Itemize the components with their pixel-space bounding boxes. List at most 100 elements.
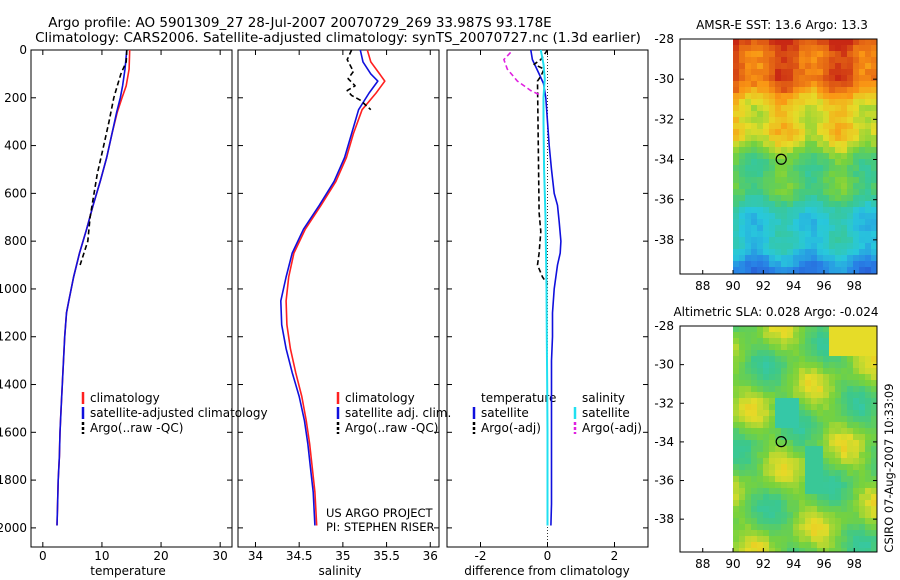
heatmap-cell bbox=[781, 153, 788, 160]
heatmap-cell bbox=[811, 422, 818, 429]
heatmap-cell bbox=[847, 39, 854, 46]
heatmap-cell bbox=[733, 434, 740, 441]
heatmap-cell bbox=[847, 69, 854, 76]
heatmap-cell bbox=[829, 39, 836, 46]
heatmap-cell bbox=[793, 225, 800, 232]
heatmap-cell bbox=[835, 440, 842, 447]
heatmap-cell bbox=[829, 171, 836, 178]
heatmap-cell bbox=[751, 344, 758, 351]
heatmap-cell bbox=[793, 147, 800, 154]
y-tick-label: 600 bbox=[4, 186, 27, 200]
heatmap-cell bbox=[757, 45, 764, 52]
heatmap-cell bbox=[805, 536, 812, 543]
heatmap-cell bbox=[859, 225, 866, 232]
heatmap-cell bbox=[859, 39, 866, 46]
heatmap-cell bbox=[853, 207, 860, 214]
heatmap-cell bbox=[733, 195, 740, 202]
heatmap-cell bbox=[829, 93, 836, 100]
heatmap-cell bbox=[763, 332, 770, 339]
heatmap-cell bbox=[787, 380, 794, 387]
heatmap-cell bbox=[763, 225, 770, 232]
heatmap-cell bbox=[847, 87, 854, 94]
heatmap-cell bbox=[781, 470, 788, 477]
heatmap-cell bbox=[817, 356, 824, 363]
heatmap-cell bbox=[745, 51, 752, 58]
heatmap-cell bbox=[733, 326, 740, 333]
heatmap-cell bbox=[799, 428, 806, 435]
heatmap-cell bbox=[871, 195, 878, 202]
heatmap-cell bbox=[859, 87, 866, 94]
heatmap-cell bbox=[739, 398, 746, 405]
heatmap-cell bbox=[841, 255, 848, 262]
heatmap-cell bbox=[853, 518, 860, 525]
map-y-tick-label: -38 bbox=[654, 512, 674, 526]
heatmap-cell bbox=[757, 219, 764, 226]
heatmap-cell bbox=[781, 338, 788, 345]
heatmap-cell bbox=[733, 87, 740, 94]
heatmap-cell bbox=[853, 177, 860, 184]
heatmap-cell bbox=[823, 75, 830, 82]
heatmap-cell bbox=[817, 153, 824, 160]
heatmap-cell bbox=[745, 332, 752, 339]
heatmap-cell bbox=[745, 530, 752, 537]
heatmap-cell bbox=[757, 350, 764, 357]
heatmap-cell bbox=[853, 45, 860, 52]
heatmap-cell bbox=[871, 368, 878, 375]
heatmap-cell bbox=[757, 440, 764, 447]
heatmap-cell bbox=[805, 350, 812, 357]
heatmap-cell bbox=[799, 237, 806, 244]
heatmap-cell bbox=[781, 392, 788, 399]
heatmap-cell bbox=[787, 159, 794, 166]
heatmap-cell bbox=[811, 117, 818, 124]
series-line-argo-raw-qc- bbox=[346, 49, 372, 111]
heatmap-cell bbox=[739, 386, 746, 393]
heatmap-cell bbox=[775, 69, 782, 76]
heatmap-cell bbox=[811, 165, 818, 172]
heatmap-cell bbox=[859, 500, 866, 507]
heatmap-cell bbox=[847, 177, 854, 184]
heatmap-cell bbox=[829, 536, 836, 543]
heatmap-cell bbox=[835, 350, 842, 357]
heatmap-cell bbox=[853, 195, 860, 202]
heatmap-cell bbox=[769, 428, 776, 435]
heatmap-cell bbox=[769, 237, 776, 244]
heatmap-cell bbox=[835, 45, 842, 52]
heatmap-cell bbox=[817, 470, 824, 477]
heatmap-cell bbox=[793, 482, 800, 489]
heatmap-cell bbox=[835, 189, 842, 196]
heatmap-cell bbox=[829, 267, 836, 274]
heatmap-cell bbox=[823, 105, 830, 112]
heatmap-cell bbox=[763, 434, 770, 441]
heatmap-cell bbox=[781, 63, 788, 70]
heatmap-cell bbox=[817, 374, 824, 381]
heatmap-cell bbox=[841, 105, 848, 112]
heatmap-cell bbox=[769, 458, 776, 465]
heatmap-cell bbox=[781, 201, 788, 208]
salinity-legend: climatology satellite adj. clim. Argo(..… bbox=[336, 391, 451, 435]
heatmap-cell bbox=[775, 129, 782, 136]
heatmap-cell bbox=[859, 177, 866, 184]
heatmap-cell bbox=[733, 69, 740, 76]
heatmap-cell bbox=[781, 267, 788, 274]
heatmap-cell bbox=[865, 536, 872, 543]
heatmap-cell bbox=[829, 440, 836, 447]
heatmap-cell bbox=[823, 51, 830, 58]
heatmap-cell bbox=[757, 524, 764, 531]
heatmap-cell bbox=[763, 231, 770, 238]
heatmap-cell bbox=[745, 225, 752, 232]
heatmap-cell bbox=[847, 392, 854, 399]
heatmap-cell bbox=[865, 219, 872, 226]
heatmap-cell bbox=[871, 440, 878, 447]
heatmap-cell bbox=[835, 219, 842, 226]
heatmap-cell bbox=[775, 81, 782, 88]
heatmap-cell bbox=[853, 536, 860, 543]
heatmap-cell bbox=[853, 111, 860, 118]
heatmap-cell bbox=[763, 93, 770, 100]
heatmap-cell bbox=[847, 129, 854, 136]
heatmap-cell bbox=[859, 183, 866, 190]
heatmap-cell bbox=[757, 195, 764, 202]
heatmap-cell bbox=[835, 536, 842, 543]
heatmap-cell bbox=[781, 45, 788, 52]
heatmap-cell bbox=[745, 374, 752, 381]
heatmap-cell bbox=[835, 93, 842, 100]
